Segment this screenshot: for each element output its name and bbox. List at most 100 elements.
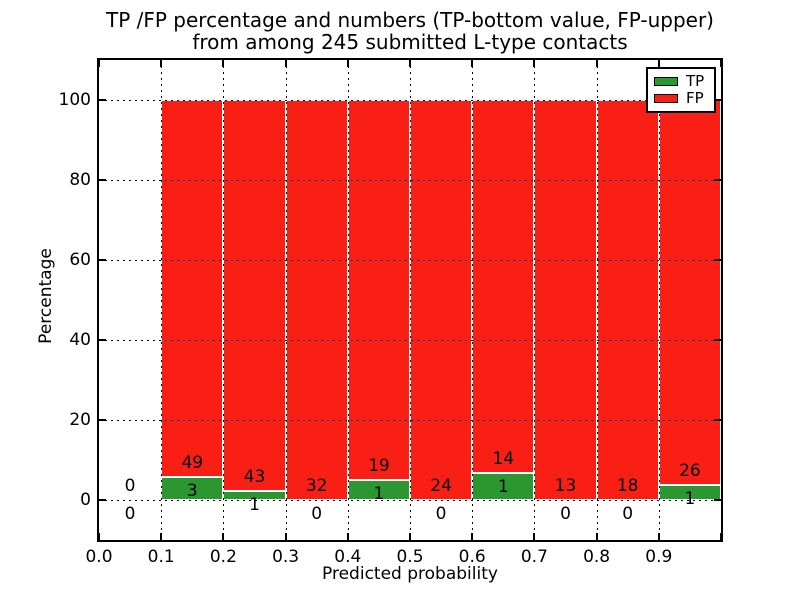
y-tick-mark xyxy=(714,259,721,261)
y-tick-label: 20 xyxy=(69,410,91,430)
x-tick-mark xyxy=(533,60,536,67)
gridline-vertical xyxy=(534,60,536,540)
fp-count-label: 18 xyxy=(616,476,639,496)
y-tick-mark xyxy=(99,499,106,501)
tp-count-label: 0 xyxy=(435,504,447,524)
bar-segment-tp xyxy=(472,473,535,500)
y-tick-label: 100 xyxy=(58,90,91,110)
gridline-vertical xyxy=(596,60,598,540)
gridline-vertical xyxy=(347,60,349,540)
fp-count-label: 19 xyxy=(368,456,390,476)
x-tick-mark xyxy=(346,533,349,540)
x-tick-mark xyxy=(595,533,598,540)
bar-segment-fp xyxy=(596,100,659,500)
x-tick-mark xyxy=(98,533,100,540)
legend: TP FP xyxy=(646,67,716,113)
chart-title-line1: TP /FP percentage and numbers (TP-bottom… xyxy=(106,8,714,32)
x-tick-label: 0.8 xyxy=(583,547,611,567)
bar-segment-fp xyxy=(534,100,597,500)
bar-segment-fp xyxy=(658,100,721,486)
x-tick-label: 0.6 xyxy=(458,547,486,567)
y-tick-label: 40 xyxy=(69,330,91,350)
x-tick-label: 0.7 xyxy=(520,547,548,567)
x-tick-mark xyxy=(533,533,536,540)
x-tick-mark xyxy=(471,60,474,67)
y-tick-mark xyxy=(714,99,721,101)
x-tick-label: 0.4 xyxy=(334,547,362,567)
bar-segment-fp xyxy=(410,100,473,500)
chart-title: TP /FP percentage and numbers (TP-bottom… xyxy=(99,9,721,53)
y-tick-mark xyxy=(99,179,106,181)
x-tick-mark xyxy=(657,60,660,67)
x-tick-mark xyxy=(720,533,722,540)
fp-count-label: 32 xyxy=(305,476,328,496)
tp-count-label: 0 xyxy=(311,504,323,524)
x-tick-mark xyxy=(284,533,287,540)
tp-count-label: 1 xyxy=(249,494,260,515)
bar-segment-fp xyxy=(285,100,348,500)
x-tick-mark xyxy=(409,60,411,67)
y-tick-mark xyxy=(714,179,721,181)
x-tick-mark xyxy=(284,60,287,67)
gridline-vertical xyxy=(161,60,163,540)
fp-count-label: 43 xyxy=(243,466,266,487)
x-tick-label: 0.0 xyxy=(85,547,113,567)
chart-title-line2: from among 245 submitted L-type contacts xyxy=(192,30,628,54)
x-tick-mark xyxy=(471,533,474,540)
tp-count-label: 0 xyxy=(560,504,571,524)
bar-segment-fp xyxy=(472,100,535,474)
x-tick-mark xyxy=(222,60,225,67)
legend-label: TP xyxy=(686,71,705,90)
tp-count-label: 0 xyxy=(124,504,136,524)
x-tick-label: 0.3 xyxy=(272,547,300,567)
y-tick-mark xyxy=(99,99,106,101)
gridline-vertical xyxy=(285,60,287,540)
gridline-vertical xyxy=(472,60,474,540)
tp-count-label: 3 xyxy=(186,480,198,501)
y-tick-mark xyxy=(99,259,106,261)
plot-area: 0 0 49 3 43 1 32 0 19 1 24 0 14 1 13 0 18 0 26 1 xyxy=(97,58,723,542)
x-tick-mark xyxy=(409,533,411,540)
tp-count-label: 0 xyxy=(622,504,634,524)
y-tick-mark xyxy=(99,339,106,341)
y-tick-mark xyxy=(714,339,721,341)
x-axis-label: Predicted probability xyxy=(322,564,498,584)
x-tick-mark xyxy=(595,60,598,67)
x-tick-mark xyxy=(98,60,100,67)
x-tick-label: 0.9 xyxy=(645,547,673,567)
fp-count-label: 49 xyxy=(181,452,204,473)
fp-count-label: 13 xyxy=(554,476,577,496)
x-tick-mark xyxy=(160,533,163,540)
fp-count-label: 14 xyxy=(492,449,515,470)
x-tick-mark xyxy=(346,60,349,67)
fp-count-label: 0 xyxy=(124,476,136,496)
y-tick-label: 0 xyxy=(80,490,91,510)
x-tick-label: 0.1 xyxy=(147,547,175,567)
y-tick-label: 80 xyxy=(69,170,91,190)
gridline-vertical xyxy=(410,60,411,540)
tp-count-label: 1 xyxy=(684,489,696,510)
fp-legend-swatch xyxy=(654,94,678,104)
y-tick-mark xyxy=(99,419,106,421)
x-tick-mark xyxy=(720,60,722,67)
x-tick-mark xyxy=(222,533,225,540)
x-tick-label: 0.2 xyxy=(209,547,237,567)
x-tick-label: 0.5 xyxy=(396,547,424,567)
y-tick-mark xyxy=(714,499,721,501)
tp-count-label: 1 xyxy=(497,477,509,498)
legend-row: FP xyxy=(648,91,714,106)
fp-count-label: 24 xyxy=(430,476,452,496)
y-tick-label: 60 xyxy=(69,250,91,270)
tp-legend-swatch xyxy=(654,76,678,86)
x-tick-mark xyxy=(160,60,163,67)
fp-count-label: 26 xyxy=(679,461,701,482)
y-tick-mark xyxy=(714,419,721,421)
bar-segment-fp xyxy=(347,100,410,480)
legend-label: FP xyxy=(686,89,704,108)
bar-segment-fp xyxy=(223,100,286,491)
legend-row: TP xyxy=(648,71,714,90)
tp-count-label: 1 xyxy=(373,484,385,504)
x-tick-mark xyxy=(657,533,660,540)
gridline-vertical xyxy=(658,60,660,540)
